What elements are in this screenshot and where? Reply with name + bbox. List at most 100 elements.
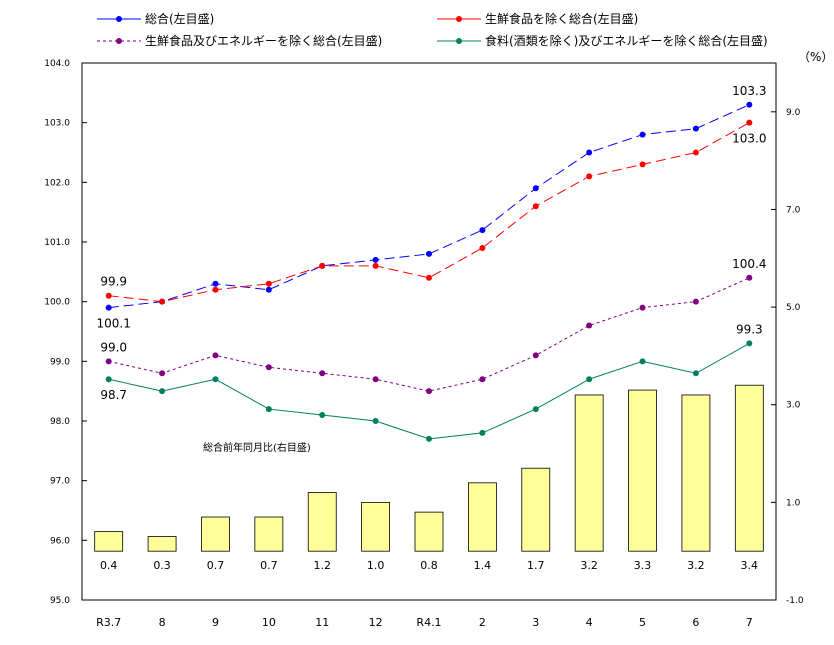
x-tick-label: 8 xyxy=(159,616,166,629)
bar-label: 0.8 xyxy=(420,559,438,572)
bar xyxy=(254,516,284,552)
left-tick-label: 102.0 xyxy=(44,178,70,188)
right-tick-label: 5.0 xyxy=(786,303,801,313)
data-point xyxy=(105,376,112,383)
data-point xyxy=(532,352,539,359)
left-tick-label: 103.0 xyxy=(44,119,70,129)
data-point xyxy=(479,376,486,383)
data-point xyxy=(532,406,539,413)
right-axis-unit: （%） xyxy=(798,50,834,64)
series-line xyxy=(108,277,750,392)
data-point xyxy=(319,412,326,419)
data-point xyxy=(265,286,272,293)
bar-label: 1.2 xyxy=(313,559,331,572)
data-point xyxy=(212,286,219,293)
data-point xyxy=(265,406,272,413)
data-point xyxy=(159,298,166,305)
data-point xyxy=(479,227,486,234)
legend-item-food-energy: 食料(酒類を除く)及びエネルギーを除く総合(左目盛) xyxy=(437,32,768,49)
bar xyxy=(628,389,657,552)
left-tick-label: 96.0 xyxy=(50,536,70,546)
data-point xyxy=(426,274,432,281)
bar-label: 3.2 xyxy=(580,559,598,572)
left-tick-label: 97.0 xyxy=(50,477,70,487)
legend-item-total: 総合(左目盛) xyxy=(97,10,214,27)
data-point xyxy=(105,304,112,311)
x-tick-label: 2 xyxy=(479,616,486,629)
data-label: 99.3 xyxy=(736,322,763,336)
bar-label: 0.7 xyxy=(260,559,278,572)
right-tick-label: -1.0 xyxy=(786,596,804,606)
data-point xyxy=(319,262,326,269)
data-point xyxy=(265,364,272,371)
data-label: 100.4 xyxy=(732,257,766,271)
data-point xyxy=(105,292,112,299)
data-point xyxy=(105,358,112,365)
data-point xyxy=(212,352,219,359)
legend-item-core-core: 生鮮食品及びエネルギーを除く総合(左目盛) xyxy=(97,32,382,49)
legend-label: 食料(酒類を除く)及びエネルギーを除く総合(左目盛) xyxy=(485,34,768,48)
bar xyxy=(94,531,124,552)
left-tick-label: 98.0 xyxy=(50,417,70,427)
x-tick-label: R4.1 xyxy=(416,616,441,629)
left-tick-label: 100.0 xyxy=(44,298,70,308)
data-point xyxy=(532,185,539,192)
data-point xyxy=(639,161,646,168)
bar-series-label: 総合前年同月比(右目盛) xyxy=(203,441,311,454)
bar-label: 1.0 xyxy=(367,559,385,572)
data-label: 100.1 xyxy=(97,317,131,331)
x-tick-label: 12 xyxy=(369,616,383,629)
data-point xyxy=(532,203,539,210)
data-label: 99.9 xyxy=(100,275,127,289)
bar-label: 0.3 xyxy=(153,559,171,572)
data-point xyxy=(746,101,753,108)
data-point xyxy=(212,280,219,287)
x-tick-label: 9 xyxy=(212,616,219,629)
data-point xyxy=(692,125,699,132)
data-point xyxy=(319,370,326,377)
data-point xyxy=(692,298,699,305)
legend-item-core: 生鮮食品を除く総合(左目盛) xyxy=(437,10,638,27)
data-point xyxy=(426,435,432,442)
x-tick-label: 11 xyxy=(315,616,329,629)
data-point xyxy=(639,131,646,138)
data-point xyxy=(479,244,486,251)
bar xyxy=(414,511,444,552)
left-tick-label: 99.0 xyxy=(50,357,70,367)
data-point xyxy=(746,274,753,281)
x-tick-label: 6 xyxy=(692,616,699,629)
bar xyxy=(521,467,551,552)
data-point xyxy=(479,429,486,436)
legend-label: 生鮮食品及びエネルギーを除く総合(左目盛) xyxy=(145,34,383,48)
data-point xyxy=(639,304,646,311)
bar-label: 1.4 xyxy=(474,559,492,572)
plot-frame xyxy=(81,62,777,601)
left-tick-label: 104.0 xyxy=(44,59,70,69)
bar xyxy=(574,394,604,552)
data-point xyxy=(159,388,166,395)
data-point xyxy=(212,376,219,383)
bar xyxy=(147,536,177,552)
data-point xyxy=(639,358,646,365)
bar xyxy=(201,516,230,552)
data-point xyxy=(692,370,699,377)
legend-label: 総合(左目盛) xyxy=(145,12,215,26)
x-tick-label: 3 xyxy=(532,616,539,629)
data-point xyxy=(265,280,272,287)
x-tick-label: 4 xyxy=(586,616,593,629)
bar-label: 3.3 xyxy=(634,559,652,572)
data-point xyxy=(372,256,379,263)
data-point xyxy=(159,370,166,377)
data-label: 98.7 xyxy=(100,388,127,402)
x-tick-label: 7 xyxy=(746,616,753,629)
right-tick-label: 1.0 xyxy=(786,498,801,508)
left-tick-label: 95.0 xyxy=(50,596,70,606)
bar-label: 0.4 xyxy=(100,559,118,572)
data-point xyxy=(586,322,593,329)
legend-label: 生鮮食品を除く総合(左目盛) xyxy=(485,12,639,26)
data-point xyxy=(586,376,593,383)
x-tick-label: R3.7 xyxy=(96,616,121,629)
data-point xyxy=(746,119,753,126)
